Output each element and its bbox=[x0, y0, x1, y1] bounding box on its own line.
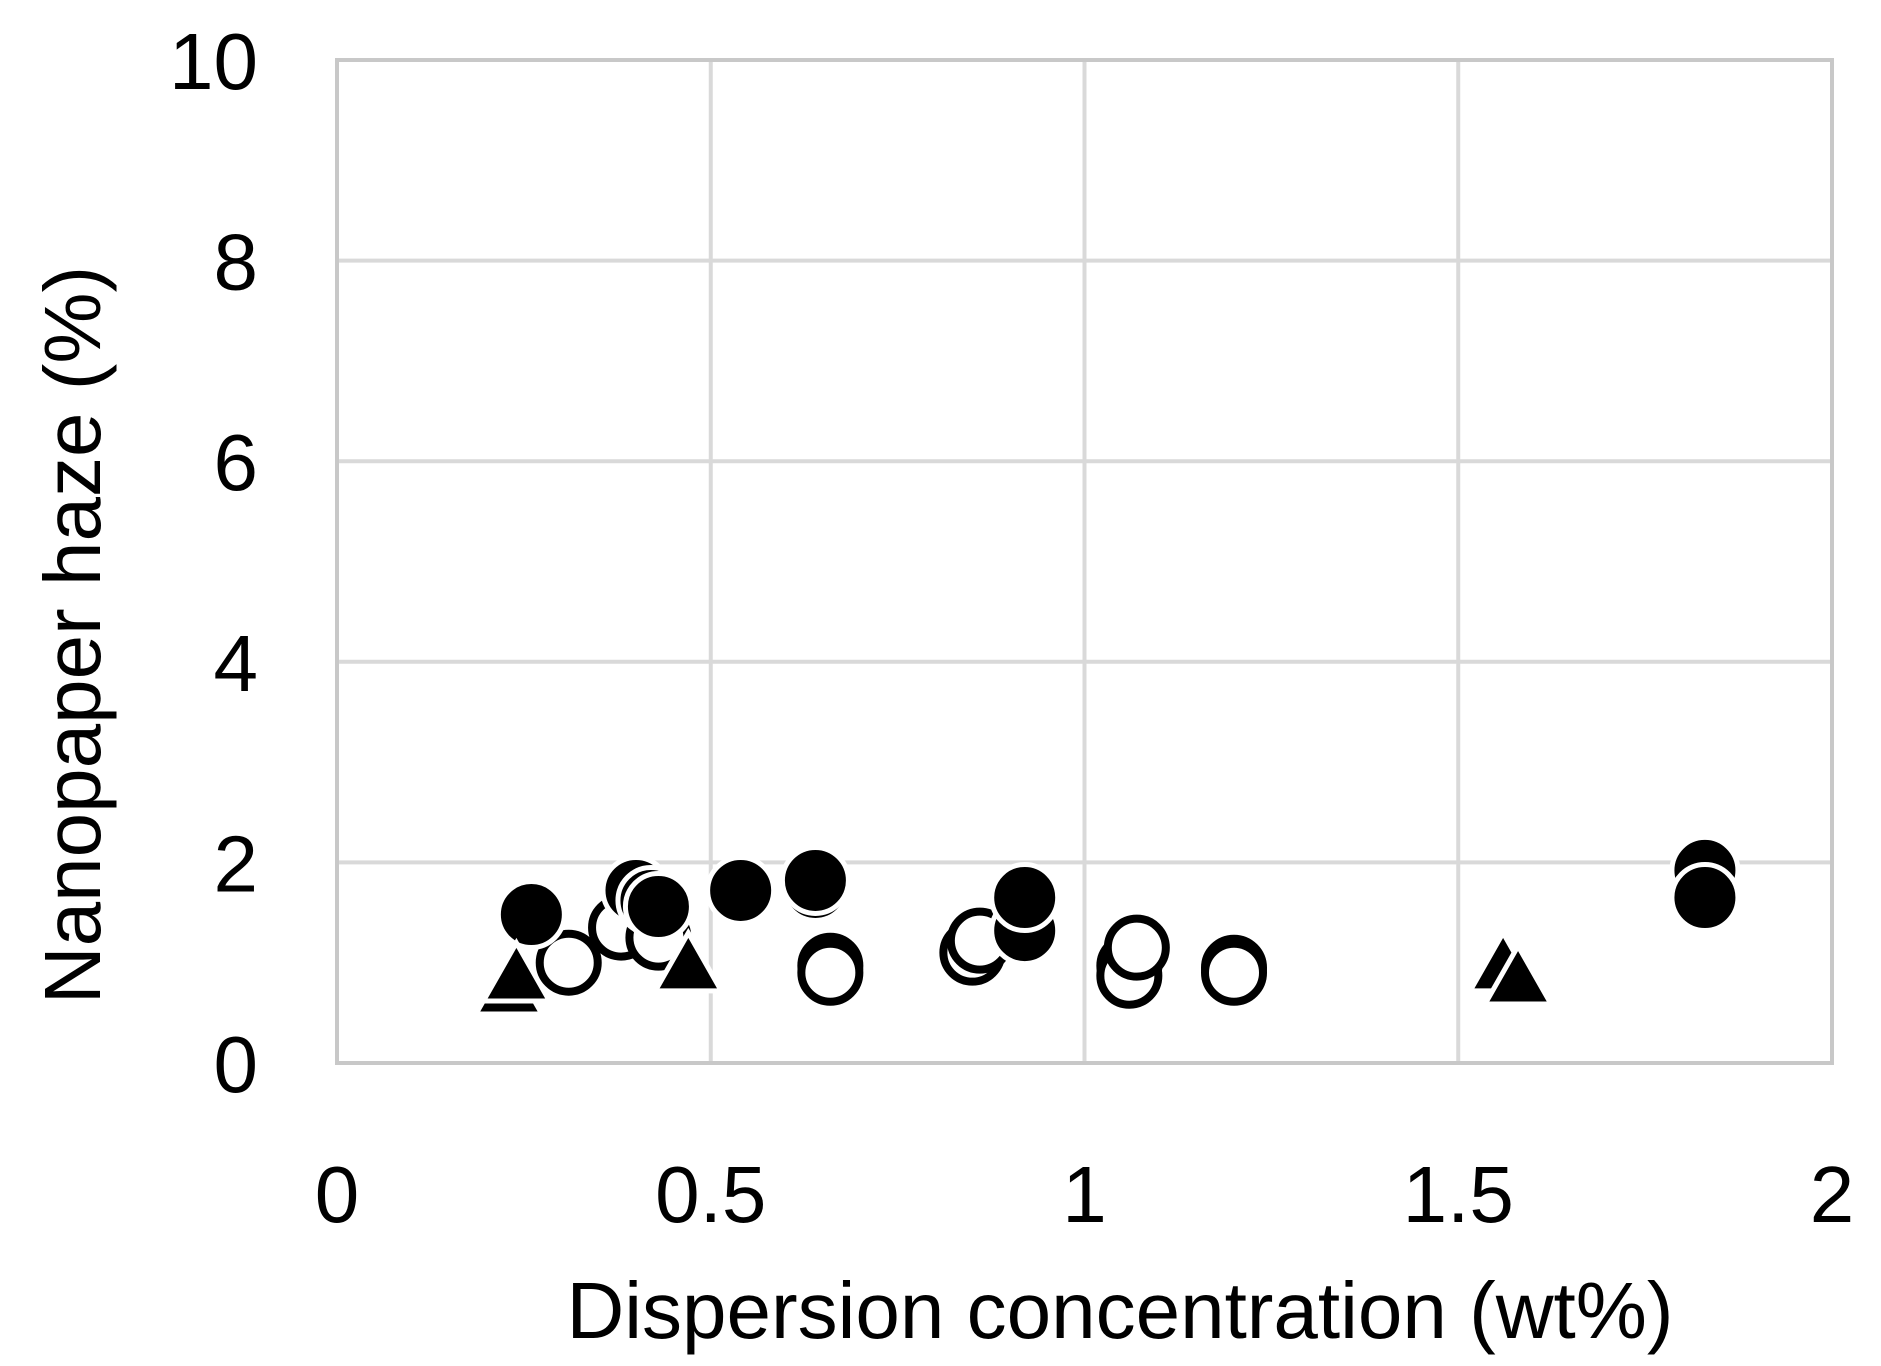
data-point-triangle bbox=[651, 927, 726, 994]
data-point-triangle bbox=[479, 937, 554, 1004]
data-point-filled-circle bbox=[1669, 862, 1741, 934]
tick-labels: 0 0.5 1 1.5 2 0 2 4 6 8 10 bbox=[169, 17, 1854, 1239]
data-point-filled-circle bbox=[622, 871, 694, 943]
data-point-triangle bbox=[1480, 940, 1556, 1007]
x-tick-label: 1.5 bbox=[1403, 1150, 1514, 1239]
gridlines bbox=[337, 60, 1832, 1063]
x-tick-label: 2 bbox=[1810, 1150, 1855, 1239]
y-axis-title: Nanopaper haze (%) bbox=[28, 266, 117, 1004]
y-tick-label: 2 bbox=[214, 819, 259, 908]
data-markers bbox=[471, 834, 1741, 1017]
x-tick-label: 0.5 bbox=[655, 1150, 766, 1239]
data-point-filled-circle bbox=[495, 879, 567, 951]
y-tick-label: 8 bbox=[214, 218, 259, 307]
y-tick-label: 10 bbox=[169, 17, 258, 106]
x-axis-title: Dispersion concentration (wt%) bbox=[566, 1266, 1673, 1355]
plot-area-border bbox=[335, 58, 1834, 1065]
x-tick-label: 1 bbox=[1062, 1150, 1107, 1239]
data-point-open-circle bbox=[797, 939, 864, 1006]
data-point-filled-circle bbox=[779, 844, 851, 916]
data-point-open-circle bbox=[1201, 939, 1267, 1006]
y-tick-label: 6 bbox=[214, 418, 259, 507]
data-point-filled-circle bbox=[705, 854, 777, 926]
data-point-open-circle bbox=[1103, 914, 1170, 981]
y-tick-label: 4 bbox=[214, 619, 259, 708]
data-point-open-circle bbox=[535, 929, 602, 996]
x-tick-label: 0 bbox=[315, 1150, 360, 1239]
data-point-filled-circle bbox=[989, 862, 1061, 934]
y-tick-label: 0 bbox=[214, 1020, 259, 1109]
